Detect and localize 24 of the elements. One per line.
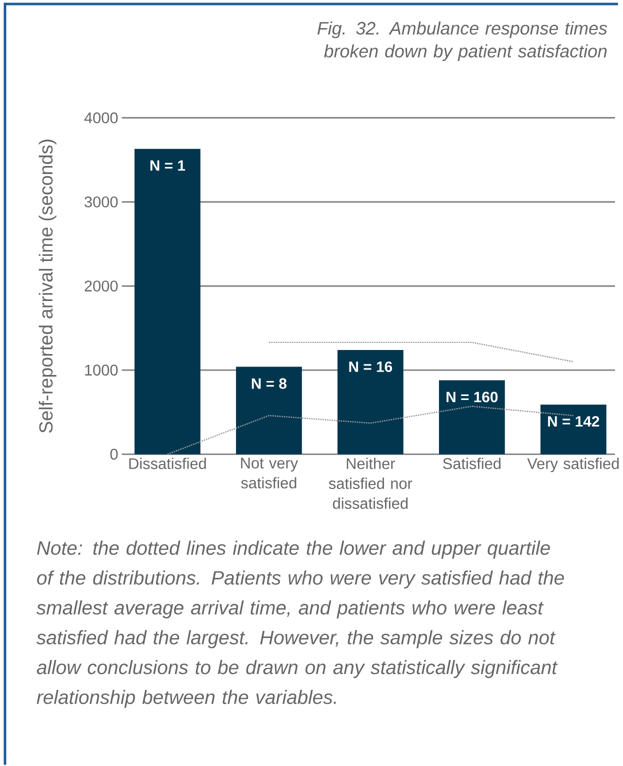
y-axis-title: Self-reported arrival time (seconds) [38,140,56,433]
x-tick-label: Not very satisfied [241,458,298,488]
line-series [166,406,574,455]
y-tick-label: 4000 [84,112,118,124]
annotation: N = 142 [548,416,600,427]
x-tick-label: Very satisfied [527,458,619,472]
annotation: N = 16 [349,361,392,372]
annotation: N = 8 [252,378,286,389]
x-tick-label: Satisfied [442,458,500,470]
annotation: N = 160 [446,392,498,402]
x-tick-label: Dissatisfied [129,458,206,470]
y-tick-label: 0 [110,448,118,460]
bar [438,380,505,454]
text: Note: the dotted lines indicate the lower and upper quartile of the distributions. Patients who were very satisfied had the smallest average arrival time, and patients who were least satisfied had the largest. However, the sample sizes do not allow conclusions to be drawn on any statistically significant relationship between the variables. [36,540,564,708]
y-tick-label: 3000 [84,196,118,208]
y-tick-label: 1000 [85,364,118,376]
chart-title: Fig. 32. Ambulance response times broken down by patient satisfaction [317,21,608,62]
bar [134,148,200,454]
bar [337,350,404,454]
bar [236,366,302,454]
bar [540,404,606,454]
annotation: N = 1 [150,160,186,171]
x-tick-label: Neither satisfied nor dissatisfied [328,458,412,509]
y-tick-label: 2000 [84,280,118,292]
